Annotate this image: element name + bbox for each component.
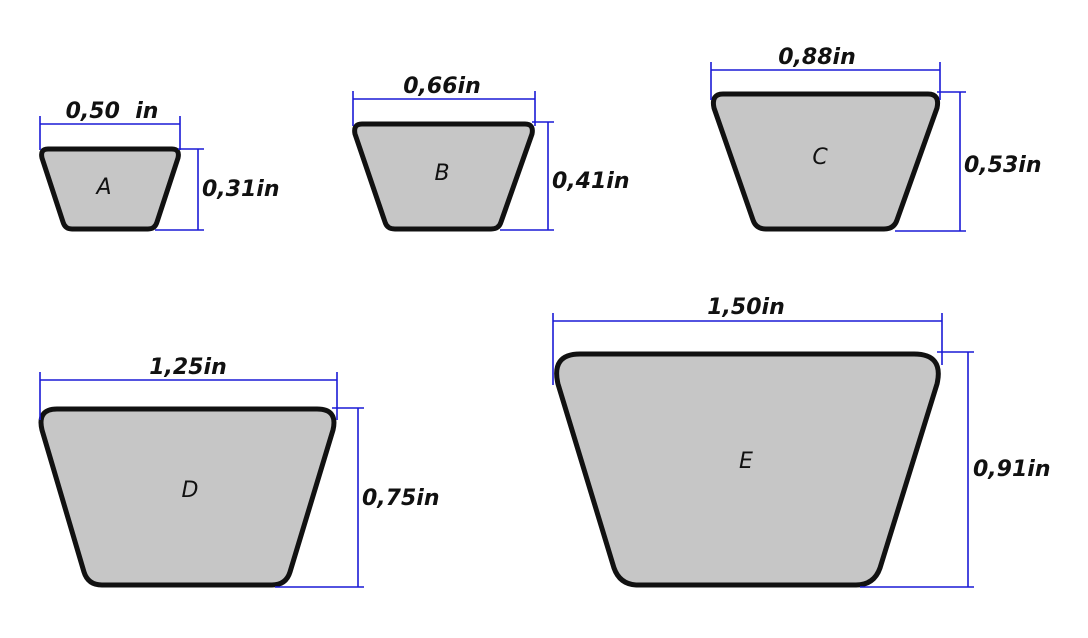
belt-b-width-dimension	[352, 91, 536, 126]
belt-b-height-label: 0,41in	[552, 169, 629, 194]
belt-a-height-label: 0,31in	[202, 177, 279, 202]
belt-e-width-label: 1,50in	[707, 295, 784, 320]
belt-a-cross-section	[39, 146, 181, 232]
belt-e-letter: E	[739, 449, 753, 474]
belt-b: B 0,66in 0,41in	[352, 74, 629, 232]
belt-d-height-label: 0,75in	[362, 486, 439, 511]
belt-d-width-dimension	[39, 372, 338, 420]
belt-a: A 0,50 in 0,31in	[39, 99, 279, 232]
belt-e: E 1,50in 0,91in	[552, 295, 1050, 588]
belt-c-height-label: 0,53in	[964, 153, 1041, 178]
belt-b-cross-section	[352, 121, 535, 232]
belt-b-letter: B	[434, 161, 449, 186]
belt-d: D 1,25in 0,75in	[38, 355, 439, 588]
belt-a-width-label: 0,50 in	[66, 99, 159, 124]
belt-c-height-dimension	[895, 91, 966, 232]
belt-d-letter: D	[182, 478, 199, 503]
belt-e-height-dimension	[860, 351, 974, 588]
belt-a-width-dimension	[39, 116, 181, 150]
belt-d-width-label: 1,25in	[149, 355, 226, 380]
belt-e-cross-section	[554, 351, 941, 588]
belt-d-cross-section	[38, 406, 337, 588]
belt-c-width-label: 0,88in	[778, 45, 855, 70]
belt-b-height-dimension	[500, 121, 554, 231]
belt-e-width-dimension	[552, 313, 943, 385]
belt-c-letter: C	[812, 145, 828, 170]
belt-c-cross-section	[710, 91, 941, 232]
belt-c: C 0,88in 0,53in	[710, 45, 1041, 232]
belt-d-height-dimension	[275, 407, 364, 588]
belt-b-width-label: 0,66in	[403, 74, 480, 99]
belt-a-letter: A	[94, 175, 111, 200]
belt-a-height-dimension	[155, 148, 204, 231]
belt-c-width-dimension	[710, 62, 941, 100]
belt-e-height-label: 0,91in	[973, 457, 1050, 482]
